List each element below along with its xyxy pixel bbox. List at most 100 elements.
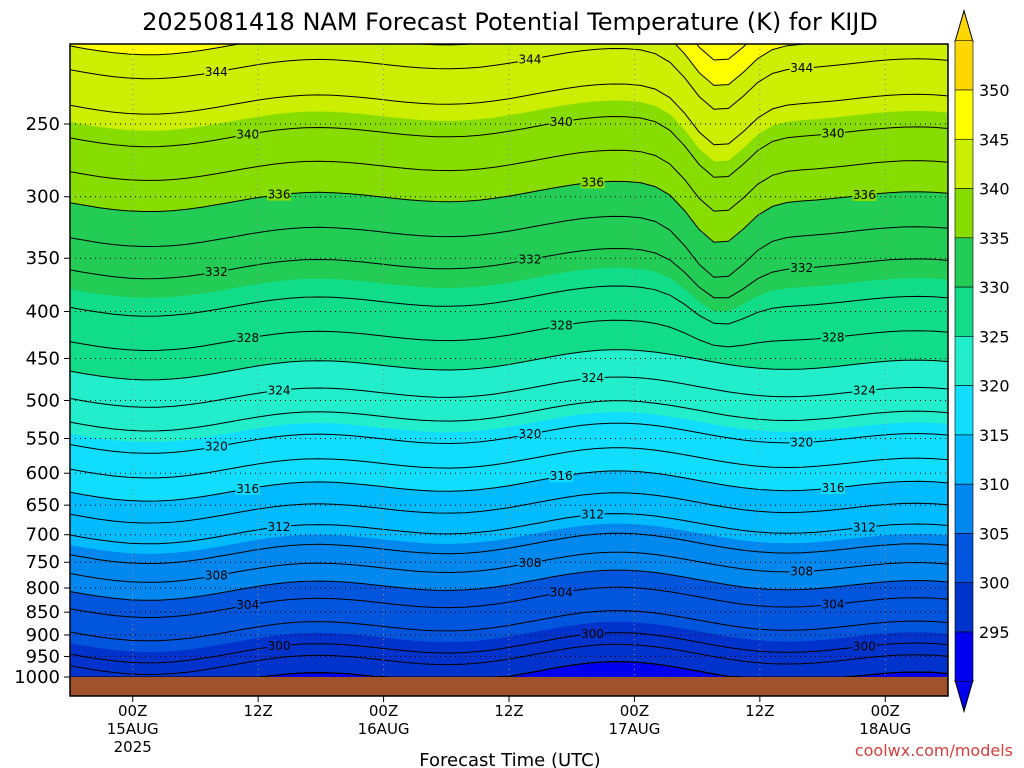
contour-label-bg — [852, 520, 877, 534]
colorbar-label: 340 — [979, 180, 1010, 199]
y-tick-label: 650 — [26, 495, 60, 516]
contour-label-bg — [517, 252, 542, 266]
y-tick-label: 500 — [26, 391, 60, 412]
contour-label-bg — [235, 331, 260, 345]
contour-label-bg — [821, 597, 846, 611]
contour-label: 332 — [205, 265, 228, 279]
contour-label: 324 — [268, 383, 291, 397]
contour-label: 340 — [550, 115, 573, 129]
contour-label-bg — [580, 371, 605, 385]
contour-label-bg — [821, 330, 846, 344]
band-348 — [70, 44, 948, 60]
colorbar-label: 320 — [979, 377, 1010, 396]
colorbar-swatch — [954, 138, 974, 189]
contour-label: 312 — [581, 508, 604, 522]
y-tick-label: 900 — [26, 625, 60, 646]
contour-label-bg — [789, 564, 814, 578]
colorbar: 350 345 340 335 330 325 320 315 310 305 300 295 — [954, 8, 1010, 714]
contour-label-bg — [852, 639, 877, 653]
x-tick-label: 12Z — [745, 702, 774, 720]
contour-label: 328 — [822, 330, 845, 344]
contour-330 — [70, 285, 948, 325]
contour-label: 312 — [268, 520, 291, 534]
colorbar-top-arrow — [954, 8, 974, 43]
contour-label-bg — [789, 261, 814, 275]
contour-label: 328 — [236, 331, 259, 345]
x-tick-label: 18AUG — [859, 720, 911, 738]
contour-label-bg — [517, 427, 542, 441]
contour-label: 308 — [205, 569, 228, 583]
colorbar-swatch — [954, 631, 974, 682]
contour-label-bg — [580, 175, 605, 189]
colorbar-swatch — [954, 237, 974, 288]
x-axis-label: Forecast Time (UTC) — [419, 750, 600, 768]
contour-label-bg — [580, 626, 605, 640]
contour-label: 340 — [236, 127, 259, 141]
contour-336 — [70, 180, 948, 243]
y-tick-label: 800 — [26, 578, 60, 599]
x-tick-label: 12Z — [243, 702, 272, 720]
contour-label: 316 — [550, 469, 573, 483]
x-tick-label: 12Z — [494, 702, 523, 720]
contour-label: 332 — [518, 253, 541, 267]
contour-322 — [70, 400, 948, 432]
y-tick-label: 850 — [26, 602, 60, 623]
contour-label: 328 — [550, 319, 573, 333]
contour-324 — [70, 376, 948, 408]
y-tick-label: 600 — [26, 463, 60, 484]
y-tick-label: 400 — [26, 301, 60, 322]
contour-label: 304 — [236, 598, 259, 612]
contour-316 — [70, 470, 948, 502]
contour-label-bg — [204, 439, 229, 453]
y-tick-label: 450 — [26, 348, 60, 369]
surface-ground — [70, 677, 948, 696]
contour-label: 300 — [853, 639, 876, 653]
x-tick-label: 00Z — [871, 702, 900, 720]
colorbar-label: 305 — [979, 524, 1010, 543]
x-tick-label: 16AUG — [358, 720, 410, 738]
y-tick-label: 250 — [26, 114, 60, 135]
contour-300 — [70, 632, 948, 664]
contour-label-bg — [267, 187, 292, 201]
contour-label: 344 — [205, 65, 228, 79]
y-tick-label: 300 — [26, 187, 60, 208]
contour-label: 316 — [822, 481, 845, 495]
colorbar-label: 300 — [979, 574, 1010, 593]
colorbar-swatch — [954, 89, 974, 140]
x-tick-label: 15AUG — [107, 720, 159, 738]
contour-label-bg — [235, 127, 260, 141]
contour-302 — [70, 610, 948, 642]
contour-label-bg — [549, 114, 574, 128]
contour-label: 300 — [268, 639, 291, 653]
contour-label-bg — [821, 126, 846, 140]
contour-label-bg — [549, 318, 574, 332]
colorbar-label: 350 — [979, 81, 1010, 100]
contour-label: 316 — [236, 482, 259, 496]
colorbar-swatch — [954, 40, 974, 91]
colorbar-label: 295 — [979, 623, 1010, 642]
contour-label-bg — [235, 598, 260, 612]
colorbar-swatch — [954, 434, 974, 485]
x-tick-label: 17AUG — [608, 720, 660, 738]
colorbar-bottom-arrow — [954, 679, 974, 714]
contour-label-bg — [267, 383, 292, 397]
contour-label: 320 — [790, 436, 813, 450]
contour-label: 308 — [790, 565, 813, 579]
plot-area: 344 344 344 340 340 340 336 336 336 332 332 332 328 3… — [69, 43, 949, 697]
colorbar-label: 335 — [979, 229, 1010, 248]
contour-label-bg — [549, 585, 574, 599]
y-tick-label: 950 — [26, 647, 60, 668]
contour-label-bg — [789, 61, 814, 75]
contour-label: 344 — [790, 61, 813, 75]
contour-342 — [70, 83, 948, 146]
colorbar-swatch — [954, 286, 974, 337]
contour-label: 336 — [853, 188, 876, 202]
contour-label-bg — [852, 383, 877, 397]
contour-label-bg — [852, 188, 877, 201]
y-tick-label: 1000 — [14, 667, 60, 688]
colorbar-label: 330 — [979, 278, 1010, 297]
contour-314 — [70, 492, 948, 524]
contour-label: 320 — [205, 440, 228, 454]
contour-label-bg — [267, 519, 292, 533]
contour-label: 304 — [550, 586, 573, 600]
